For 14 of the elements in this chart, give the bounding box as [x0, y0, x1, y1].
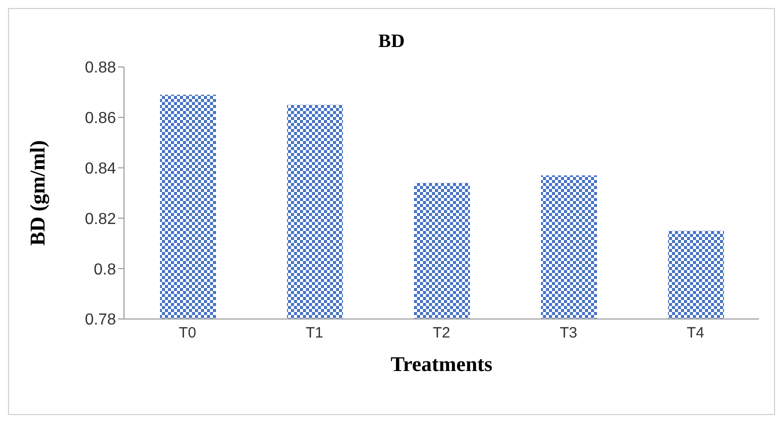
- x-axis-title: Treatments: [390, 352, 492, 376]
- x-tick-label: T0: [178, 324, 196, 342]
- y-tick-label: 0.78: [84, 312, 116, 329]
- y-axis-title: BD (gm/ml): [25, 140, 50, 246]
- x-tick-label: T1: [306, 324, 324, 342]
- y-tick-label: 0.8: [94, 261, 116, 278]
- x-tick-label: T2: [432, 324, 450, 342]
- y-tick-label: 0.86: [84, 110, 116, 128]
- x-tick-label: T3: [560, 324, 578, 342]
- y-tick-label: 0.82: [84, 210, 116, 228]
- y-tick-label: 0.88: [84, 60, 116, 77]
- y-tick-label: 0.84: [84, 160, 116, 178]
- chart-title: BD: [377, 31, 406, 53]
- x-tick-label: T4: [686, 324, 704, 342]
